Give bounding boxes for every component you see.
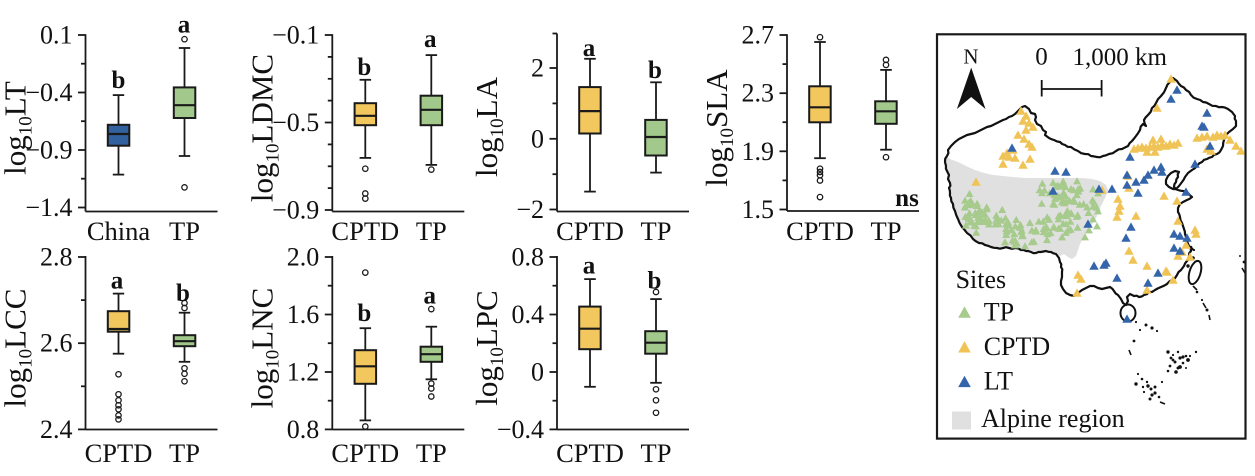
svg-text:CPTD: CPTD <box>984 332 1050 361</box>
svg-text:0.8: 0.8 <box>512 243 545 272</box>
svg-text:2.4: 2.4 <box>40 415 73 444</box>
svg-text:TP: TP <box>169 438 200 468</box>
svg-text:a: a <box>178 12 191 39</box>
svg-text:−0.1: −0.1 <box>272 21 319 50</box>
svg-text:b: b <box>648 268 662 295</box>
svg-text:0.4: 0.4 <box>512 300 545 329</box>
svg-text:a: a <box>424 26 437 53</box>
svg-text:CPTD: CPTD <box>556 216 624 246</box>
svg-text:2.3: 2.3 <box>742 79 775 108</box>
svg-text:log10LPC: log10LPC <box>469 290 508 405</box>
svg-text:−0.4: −0.4 <box>25 78 72 107</box>
svg-text:TP: TP <box>641 216 672 246</box>
svg-text:−1.4: −1.4 <box>25 193 72 222</box>
svg-text:TP: TP <box>169 216 200 246</box>
svg-text:1.2: 1.2 <box>287 358 320 387</box>
svg-text:N: N <box>963 45 978 69</box>
svg-text:CPTD: CPTD <box>556 438 624 468</box>
svg-text:a: a <box>583 35 596 62</box>
svg-text:ns: ns <box>895 185 919 212</box>
svg-text:−0.5: −0.5 <box>272 108 319 137</box>
svg-text:1,000 km: 1,000 km <box>1073 44 1168 71</box>
svg-text:−0.9: −0.9 <box>272 196 319 225</box>
svg-text:a: a <box>111 268 124 295</box>
svg-text:b: b <box>357 54 371 81</box>
svg-text:2.7: 2.7 <box>742 21 775 50</box>
svg-text:2.8: 2.8 <box>40 243 73 272</box>
svg-text:TP: TP <box>641 438 672 468</box>
svg-text:log10LNC: log10LNC <box>244 288 283 409</box>
svg-text:TP: TP <box>871 216 902 246</box>
svg-text:1.6: 1.6 <box>287 300 320 329</box>
svg-text:2.0: 2.0 <box>287 243 320 272</box>
svg-text:log10LCC: log10LCC <box>0 289 37 408</box>
svg-text:LT: LT <box>984 367 1013 396</box>
svg-text:CPTD: CPTD <box>786 216 854 246</box>
svg-text:CPTD: CPTD <box>331 216 399 246</box>
svg-text:−0.4: −0.4 <box>497 415 544 444</box>
svg-text:Sites: Sites <box>956 265 1007 294</box>
svg-text:b: b <box>648 57 662 84</box>
svg-text:−2: −2 <box>516 195 544 224</box>
svg-text:log10LDMC: log10LDMC <box>244 54 283 202</box>
svg-text:log10SLA: log10SLA <box>699 69 738 187</box>
svg-text:2: 2 <box>531 54 544 83</box>
svg-text:b: b <box>357 300 371 327</box>
svg-text:China: China <box>87 216 151 246</box>
svg-text:0: 0 <box>531 124 544 153</box>
svg-text:CPTD: CPTD <box>331 438 399 468</box>
svg-text:a: a <box>583 253 596 280</box>
svg-text:1.5: 1.5 <box>742 195 775 224</box>
svg-text:2.6: 2.6 <box>40 329 73 358</box>
svg-text:TP: TP <box>984 298 1014 327</box>
svg-text:TP: TP <box>416 216 447 246</box>
svg-text:log10LT: log10LT <box>0 81 37 175</box>
svg-text:a: a <box>424 283 437 310</box>
svg-text:Alpine region: Alpine region <box>981 404 1125 433</box>
svg-text:TP: TP <box>416 438 447 468</box>
svg-text:−0.9: −0.9 <box>25 136 72 165</box>
svg-text:b: b <box>176 280 190 307</box>
svg-text:0: 0 <box>1035 44 1048 71</box>
svg-text:1.9: 1.9 <box>742 137 775 166</box>
svg-text:0: 0 <box>531 358 544 387</box>
svg-text:CPTD: CPTD <box>85 438 153 468</box>
svg-text:0.8: 0.8 <box>287 415 320 444</box>
svg-text:b: b <box>112 67 126 94</box>
svg-text:0.1: 0.1 <box>40 21 73 50</box>
